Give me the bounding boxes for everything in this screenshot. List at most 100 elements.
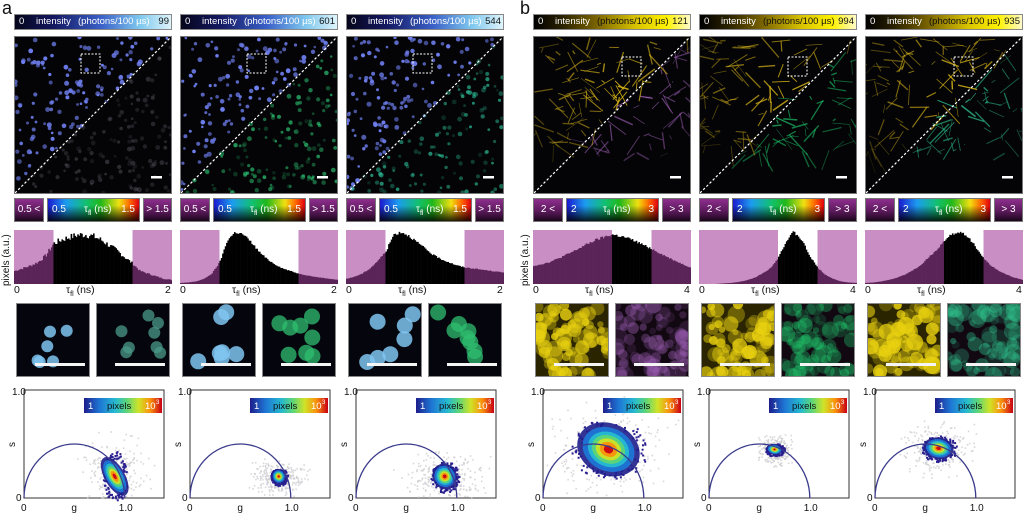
x-tick-min: 0 xyxy=(540,503,546,513)
phasor-point xyxy=(944,438,947,441)
histogram-bin xyxy=(417,241,419,284)
density-colorbar xyxy=(935,398,1013,413)
phasor-point xyxy=(277,488,280,490)
scale-bar xyxy=(35,363,85,366)
bead-spot xyxy=(440,42,445,46)
phasor-point xyxy=(284,494,287,497)
histogram-bin xyxy=(899,276,901,284)
texture-blob xyxy=(759,332,774,347)
histogram-bin xyxy=(231,235,233,284)
histogram-bin xyxy=(575,250,577,284)
bead-spot xyxy=(168,45,171,50)
bead-spot xyxy=(32,173,36,177)
phasor-point xyxy=(560,429,562,432)
bead-spot xyxy=(188,73,193,78)
filament xyxy=(957,137,961,151)
phasor-point xyxy=(623,480,625,483)
filament xyxy=(1012,108,1018,113)
bead-spot xyxy=(459,49,464,54)
histogram-bin xyxy=(622,236,625,284)
bead-spot xyxy=(225,83,230,87)
bead-spot xyxy=(257,37,261,42)
phasor-point xyxy=(778,436,780,439)
histogram-bin xyxy=(274,265,277,284)
phasor-point xyxy=(940,469,942,472)
phasor-point xyxy=(464,472,466,475)
filament xyxy=(932,38,948,51)
histogram-bin xyxy=(900,275,903,284)
bead-spot xyxy=(129,94,134,99)
phasor-point xyxy=(905,442,907,444)
phasor-point xyxy=(782,456,784,458)
bead-spot xyxy=(288,120,293,125)
bead-spot xyxy=(181,161,185,165)
histogram-bin xyxy=(244,235,247,284)
phasor-point xyxy=(88,495,91,497)
hist-x-min: 0 xyxy=(346,284,352,296)
histogram-bin xyxy=(758,275,760,284)
scale-bar xyxy=(317,176,328,179)
histogram-bin xyxy=(438,257,440,284)
phasor-point xyxy=(425,459,428,461)
filament xyxy=(898,45,906,58)
phasor-point xyxy=(580,464,582,467)
filament xyxy=(771,39,791,43)
histogram-bin xyxy=(212,270,215,284)
histogram-bin xyxy=(937,248,940,284)
phasor-point xyxy=(919,450,921,452)
bead-spot xyxy=(219,151,225,157)
bead-spot xyxy=(79,102,83,105)
phasor-point xyxy=(257,487,260,489)
histogram-bin xyxy=(561,256,564,284)
histogram-bin xyxy=(1020,279,1022,284)
histogram-bin xyxy=(410,238,413,284)
phasor-point xyxy=(959,461,962,463)
phasor-point xyxy=(263,494,266,496)
phasor-point xyxy=(571,451,574,453)
bead-spot xyxy=(467,85,471,90)
bead-spot xyxy=(133,178,137,183)
texture-blob xyxy=(556,327,565,337)
filament xyxy=(653,47,661,50)
filament xyxy=(942,138,957,160)
phasor-point xyxy=(773,457,775,459)
bead-spot xyxy=(445,155,448,159)
histogram-bin xyxy=(118,251,120,284)
phasor-point xyxy=(934,457,937,460)
texture-blob xyxy=(1007,330,1018,340)
phasor-point xyxy=(121,464,124,466)
histogram-bin xyxy=(501,272,503,284)
bead-spot xyxy=(490,190,495,193)
phasor-point xyxy=(417,453,420,456)
bead-spot xyxy=(200,92,205,97)
phasor-point xyxy=(633,433,636,436)
phasor-point xyxy=(427,478,430,481)
scale-bar xyxy=(1002,176,1013,179)
histogram-bin xyxy=(248,240,251,284)
bead-spot xyxy=(475,62,479,66)
bead-spot xyxy=(118,169,123,174)
texture-blob xyxy=(966,332,976,342)
histogram-bin xyxy=(89,236,91,284)
phasor-point xyxy=(949,439,952,442)
phasor-point xyxy=(447,456,450,459)
bead-spot xyxy=(322,109,326,113)
phasor-point xyxy=(952,439,955,442)
texture-blob xyxy=(702,306,707,314)
bead-spot xyxy=(464,189,469,193)
bead-spot xyxy=(110,67,114,71)
phasor-point xyxy=(946,430,949,433)
phasor-point xyxy=(97,481,99,483)
bead-spot xyxy=(292,67,297,72)
histogram-bin xyxy=(324,278,327,284)
scale-bar xyxy=(966,363,1016,366)
phasor-point xyxy=(572,480,575,482)
hist-y-label: pixels (a.u.) xyxy=(520,234,531,286)
bead-spot xyxy=(18,128,22,132)
texture-blob xyxy=(929,304,940,311)
histogram-bin xyxy=(331,279,334,284)
intensity-unit: (photons/100 µs) xyxy=(597,16,669,27)
texture-blob xyxy=(954,304,970,319)
phasor-point xyxy=(94,470,97,473)
texture-blob xyxy=(812,315,820,323)
